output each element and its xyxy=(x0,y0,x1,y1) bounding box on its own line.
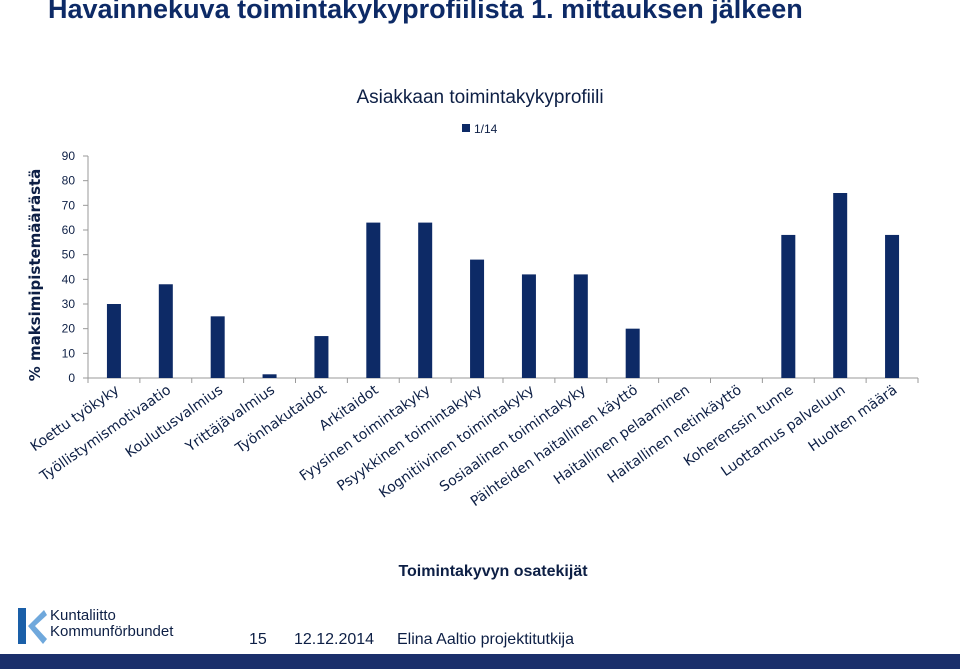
bar-3 xyxy=(210,316,225,378)
bar-6 xyxy=(366,222,381,378)
x-tick-label: Huolten määrä xyxy=(806,382,901,455)
x-tick-label: Koulutusvalmius xyxy=(123,382,226,461)
y-tick-label: 10 xyxy=(62,346,76,360)
y-tick-label: 90 xyxy=(62,149,76,163)
slide-title: Havainnekuva toimintakykyprofiilista 1. … xyxy=(48,0,803,24)
y-tick-label: 70 xyxy=(62,198,76,212)
x-axis-title: Toimintakyvyn osatekijät xyxy=(398,563,588,580)
bar-4 xyxy=(262,374,277,378)
footer-date: 12.12.2014 xyxy=(294,631,375,648)
bar-10 xyxy=(573,274,588,378)
bar-16 xyxy=(885,234,900,378)
legend-label: 1/14 xyxy=(474,122,498,136)
bar-2 xyxy=(158,284,173,378)
x-tick-label: Yrittäjävalmius xyxy=(182,382,278,456)
y-tick-label: 30 xyxy=(62,297,76,311)
kuntaliitto-logo-icon xyxy=(18,608,47,644)
x-tick-label: Työnhakutaidot xyxy=(232,382,330,457)
legend-swatch xyxy=(462,124,470,132)
bar-11 xyxy=(625,328,640,378)
logo-line-2: Kommunförbundet xyxy=(50,623,174,640)
y-tick-label: 60 xyxy=(62,223,76,237)
logo-text: Kuntaliitto Kommunförbundet xyxy=(50,608,173,640)
bar-5 xyxy=(314,336,329,378)
footer-author: Elina Aaltio projektitutkija xyxy=(397,631,574,648)
y-tick-label: 40 xyxy=(62,272,76,286)
bar-7 xyxy=(418,222,433,378)
bar-8 xyxy=(470,259,485,378)
bar-15 xyxy=(833,193,848,378)
page-number: 15 xyxy=(249,631,267,648)
y-tick-label: 50 xyxy=(62,248,76,262)
y-tick-label: 80 xyxy=(62,174,76,188)
bar-14 xyxy=(781,234,796,378)
bar-9 xyxy=(521,274,536,378)
bar-1 xyxy=(106,304,121,378)
y-tick-label: 0 xyxy=(68,371,75,385)
y-tick-label: 20 xyxy=(62,322,76,336)
chart-title: Asiakkaan toimintakykyprofiili xyxy=(356,87,604,108)
y-axis-title: % maksimipistemäärästä xyxy=(26,169,44,382)
logo-line-1: Kuntaliitto xyxy=(50,607,116,624)
footer-bar xyxy=(0,654,960,669)
